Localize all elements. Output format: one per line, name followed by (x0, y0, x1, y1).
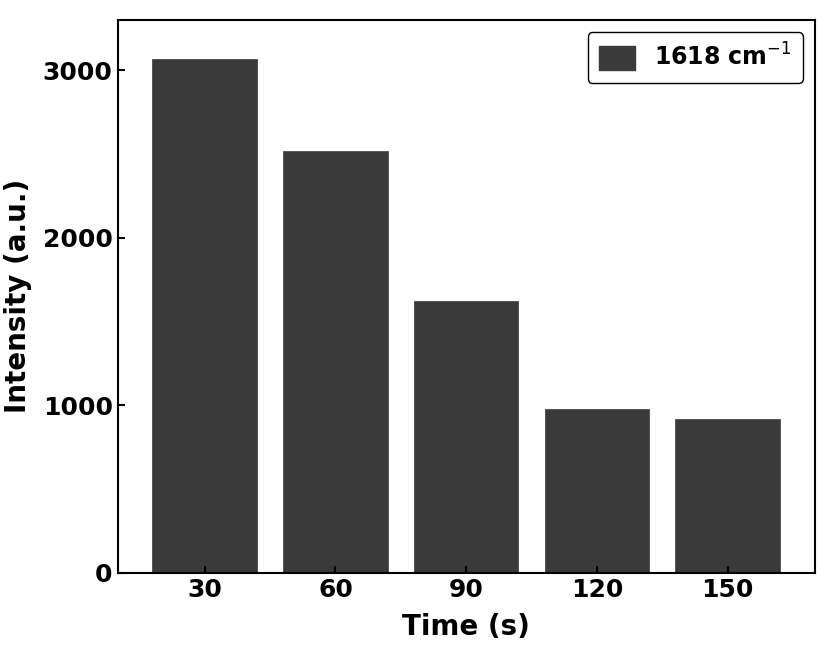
Bar (544, 409, 649, 573)
Bar (283, 151, 388, 573)
X-axis label: Time (s): Time (s) (402, 613, 530, 641)
Y-axis label: Intensity (a.u.): Intensity (a.u.) (3, 179, 32, 414)
Legend: 1618 cm$^{-1}$: 1618 cm$^{-1}$ (587, 32, 803, 83)
Bar (414, 302, 518, 573)
Bar (153, 59, 257, 573)
Bar (675, 419, 780, 573)
